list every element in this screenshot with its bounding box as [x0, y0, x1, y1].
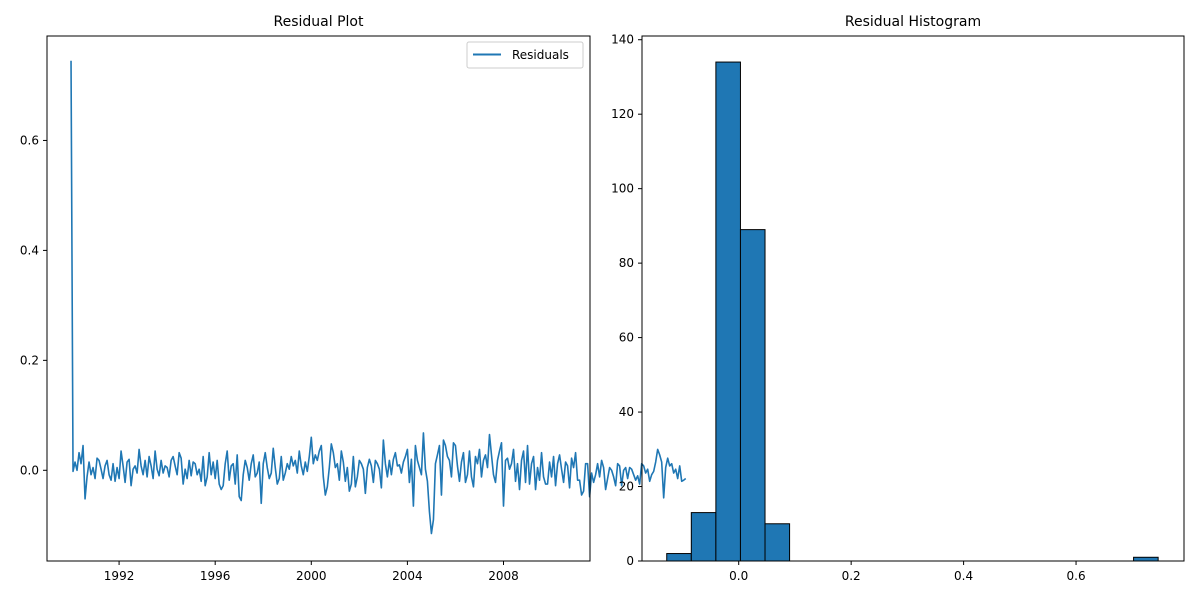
chart-title: Residual Histogram [845, 14, 981, 30]
residual-histogram-chart: Residual Histogram 0.0 0.2 0.4 0.6 0 20 40 60 8… [611, 14, 1185, 583]
y-tick-label: 0.0 [20, 463, 39, 477]
legend-label-residuals: Residuals [512, 48, 569, 62]
histogram-bar [739, 229, 766, 562]
x-tick-label: 2008 [488, 569, 519, 583]
histogram-bar [1133, 556, 1159, 562]
x-tick-label: 0.2 [842, 569, 861, 583]
series-line-residuals [70, 60, 687, 535]
y-tick-label: 0.4 [20, 243, 39, 257]
x-tick-label: 1992 [104, 569, 135, 583]
y-tick-label: 0.6 [20, 133, 39, 147]
x-axis-ticks: 0.0 0.2 0.4 0.6 [729, 561, 1086, 583]
x-tick-label: 0.0 [729, 569, 748, 583]
plot-frame [46, 35, 591, 562]
x-tick-label: 2000 [296, 569, 327, 583]
y-tick-label: 80 [619, 256, 634, 270]
histogram-bar [690, 512, 717, 562]
residual-line-chart: Residual Plot 1992 1996 2000 2004 2008 0.00.… [20, 14, 687, 583]
y-tick-label: 40 [619, 405, 634, 419]
histogram-bar [666, 553, 692, 562]
x-tick-label: 2004 [392, 569, 423, 583]
plot-frame [641, 35, 1185, 562]
histogram-bars [666, 61, 1159, 562]
y-tick-label: 60 [619, 331, 634, 345]
y-tick-label: 0 [626, 554, 634, 568]
plot-area [70, 60, 687, 535]
y-axis-ticks: 0 20 40 60 80 100 120 140 [611, 33, 642, 568]
legend: Residuals [466, 41, 584, 69]
y-tick-label: 100 [611, 182, 634, 196]
y-axis-ticks: 0.0 0.2 0.4 0.6 [20, 133, 47, 477]
chart-title: Residual Plot [274, 14, 364, 30]
y-tick-label: 0.2 [20, 353, 39, 367]
x-tick-label: 0.6 [1067, 569, 1086, 583]
y-tick-label: 140 [611, 33, 634, 47]
legend-box [466, 41, 584, 69]
y-tick-label: 120 [611, 107, 634, 121]
x-tick-label: 1996 [200, 569, 231, 583]
x-tick-label: 0.4 [954, 569, 973, 583]
histogram-bar [715, 61, 741, 562]
histogram-bar [764, 523, 791, 562]
y-tick-label: 20 [619, 480, 634, 494]
x-axis-ticks: 1992 1996 2000 2004 2008 [104, 561, 519, 583]
